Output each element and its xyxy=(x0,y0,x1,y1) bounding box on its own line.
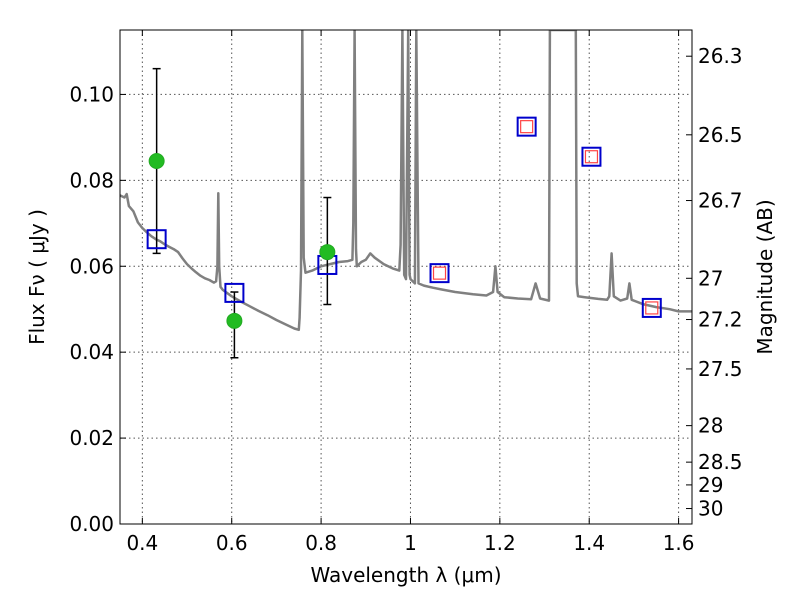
plot-frame xyxy=(119,29,693,525)
y-axis-title: Flux Fν ( μJy ) xyxy=(25,209,49,345)
model-photometry-square xyxy=(224,282,245,303)
right-tick-label: 27.2 xyxy=(698,308,743,332)
x-tick-label: 1.4 xyxy=(573,531,605,555)
model-photometry-square xyxy=(641,297,662,318)
right-tick-label: 26.7 xyxy=(698,189,743,213)
model-photometry-square xyxy=(146,229,167,250)
y-tick-label: 0.02 xyxy=(69,426,114,450)
observed-point xyxy=(319,244,336,261)
x-tick-label: 1.6 xyxy=(663,531,695,555)
right-tick-label: 26.5 xyxy=(698,123,743,147)
ir-point-square xyxy=(584,150,599,164)
model-spectrum-line xyxy=(120,30,692,332)
right-tick-label: 29 xyxy=(698,473,723,497)
x-tick-label: 1.2 xyxy=(484,531,516,555)
x-tick-label: 0.6 xyxy=(216,531,248,555)
y-axis-right-title: Magnitude (AB) xyxy=(753,199,777,354)
right-tick-label: 28 xyxy=(698,414,723,438)
tick-layer: 0.4 0.6 0.8 1 1.2 1.4 1.6 0.00 0.02 0.04 0.06 0.08 0… xyxy=(69,30,743,555)
x-tick-label: 0.4 xyxy=(126,531,158,555)
right-tick-label: 27 xyxy=(698,266,723,290)
spectrum-layer xyxy=(120,30,692,332)
observed-point xyxy=(226,312,243,329)
y-tick-label: 0.00 xyxy=(69,512,114,536)
ir-point-square xyxy=(645,301,659,315)
y-tick-label: 0.06 xyxy=(69,254,114,278)
right-tick-label: 30 xyxy=(698,497,723,521)
ir-point-square xyxy=(520,120,534,134)
right-tick-label: 26.3 xyxy=(698,44,743,68)
model-photometry-square xyxy=(516,116,537,137)
x-axis-title: Wavelength λ (μm) xyxy=(310,563,501,587)
y-tick-label: 0.04 xyxy=(69,340,114,364)
ir-point-square xyxy=(432,266,447,280)
marker-layer xyxy=(146,116,662,329)
x-tick-label: 0.8 xyxy=(305,531,337,555)
model-photometry-square xyxy=(429,263,450,284)
y-tick-label: 0.10 xyxy=(69,82,114,106)
x-tick-label: 1 xyxy=(404,531,417,555)
right-tick-label: 28.5 xyxy=(698,450,743,474)
observed-point xyxy=(148,153,165,170)
model-photometry-square xyxy=(581,146,602,167)
right-tick-label: 27.5 xyxy=(698,357,743,381)
y-tick-label: 0.08 xyxy=(69,168,114,192)
